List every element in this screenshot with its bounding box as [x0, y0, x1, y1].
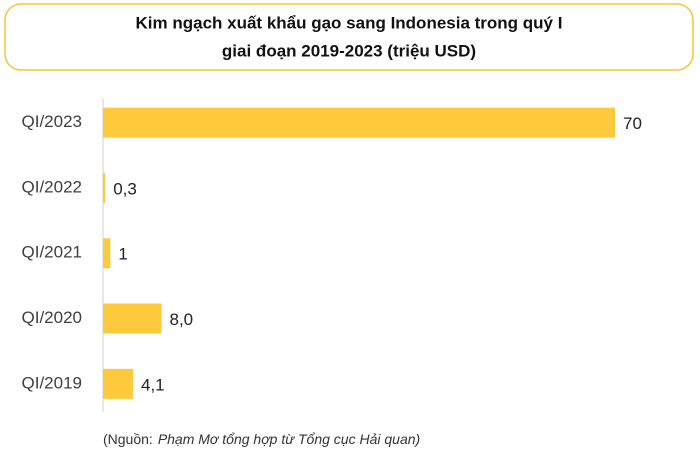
y-tick-label: QI/2020 — [22, 308, 83, 327]
chart-title: Kim ngạch xuất khẩu gạo sang Indonesia t… — [136, 13, 563, 32]
value-label: 4,1 — [141, 375, 165, 394]
chart-title: giai đoạn 2019-2023 (triệu USD) — [222, 41, 476, 60]
value-label: 8,0 — [170, 310, 194, 329]
title-box — [4, 3, 694, 71]
y-tick-label: QI/2023 — [22, 112, 83, 131]
bar — [103, 238, 111, 269]
bar — [103, 107, 615, 138]
y-tick-label: QI/2022 — [22, 177, 83, 196]
bar — [103, 172, 106, 203]
value-label: 0,3 — [113, 179, 137, 198]
y-tick-label: QI/2021 — [22, 243, 83, 262]
source-text: Phạm Mơ tổng hợp từ Tổng cục Hải quan) — [158, 431, 420, 447]
source-label: (Nguồn: — [103, 431, 153, 447]
bar — [103, 303, 162, 334]
value-label: 70 — [623, 114, 642, 133]
value-label: 1 — [118, 245, 127, 264]
source: (Nguồn: Phạm Mơ tổng hợp từ Tổng cục Hải … — [103, 431, 420, 447]
bar — [103, 368, 133, 399]
y-tick-label: QI/2019 — [22, 373, 83, 392]
